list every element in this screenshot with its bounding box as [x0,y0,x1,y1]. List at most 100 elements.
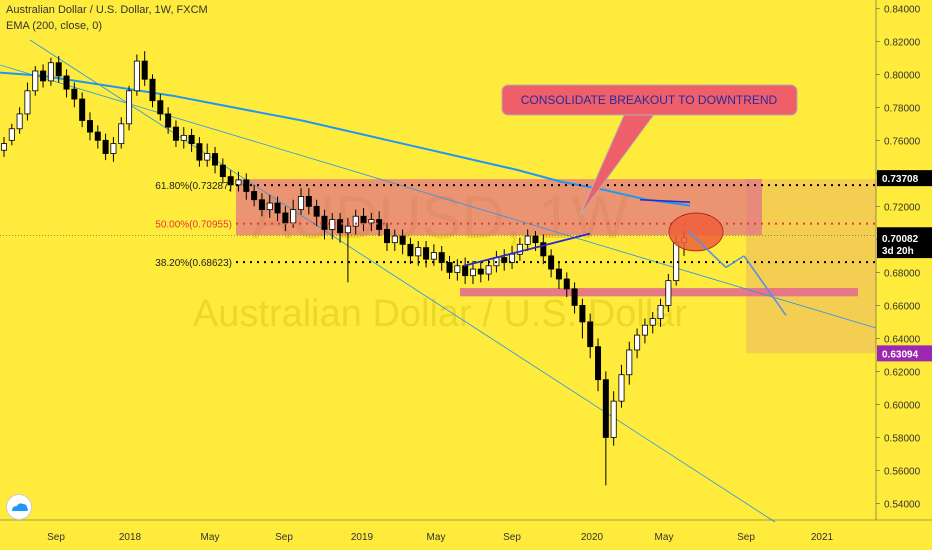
projection-arrow [743,255,787,316]
candle-body [665,280,672,306]
candle-body [227,176,234,186]
candle [227,170,234,192]
candle-body [258,199,265,211]
candle-body [383,229,390,244]
candle-body [94,131,101,141]
candle-body [8,128,15,141]
candle-body [196,143,203,161]
time-tick-label: 2020 [581,532,604,543]
candle [657,298,664,327]
candle-body [55,62,62,77]
candle-body [641,324,648,336]
candle-body [165,113,172,128]
fib-label: 61.80%(0.73287) [155,181,232,192]
candle-body [0,143,7,151]
price-tag-bg [877,170,932,187]
candle-body [626,349,633,376]
candle [540,234,547,265]
candle-body [313,205,320,217]
time-tick-label: 2018 [119,532,142,543]
candle-body [634,334,641,351]
candle-body [282,212,289,224]
fib-label: 50.00%(0.70955) [155,220,232,231]
candle [462,257,469,284]
indicator-label[interactable]: EMA (200, close, 0) [6,20,102,32]
price-tick-label: 0.56000 [884,466,921,477]
candle-body [360,215,367,224]
candle-body [540,242,547,257]
candle-body [555,268,562,280]
candle [407,237,414,265]
candle-body [610,400,617,438]
candle-body [204,153,211,161]
candle-body [446,262,453,273]
time-tick-label: May [201,532,220,543]
candle-body [602,379,609,438]
candle-body [587,321,594,348]
candle [251,184,258,207]
candle [196,137,203,167]
fib-label: 38.20%(0.68623) [155,258,232,269]
price-tag-bg [877,242,932,259]
candle-body [274,202,281,214]
candle-body [532,235,539,244]
candle [133,54,140,96]
candle [8,123,15,146]
candle [258,193,265,217]
candle-body [298,196,305,211]
candle [313,199,320,227]
candle [118,117,125,149]
candle [477,262,484,283]
candle-body [212,153,219,166]
candle [24,82,31,121]
candle [579,298,586,339]
candle [634,328,641,359]
tradingview-logo[interactable] [6,494,32,520]
candle-body [571,288,578,306]
candle-body [415,247,422,257]
candle [337,212,344,243]
candle-body [86,120,93,133]
price-tag: 0.63094 [882,349,919,360]
candle [555,262,562,289]
price-tag-bg [877,230,932,247]
price-tag-bg [877,345,932,362]
time-axis[interactable]: Sep 2018 May Sep 2019 May Sep 2020 May Sep 2021 [0,519,932,543]
drawn-line [639,198,691,204]
candle [649,312,656,334]
candle [344,217,351,283]
candle-body [235,179,242,186]
candle-body [337,219,344,234]
trendline-upper [0,64,877,329]
time-tick-label: Sep [275,532,293,543]
candle-body [430,252,437,260]
candle [298,188,305,215]
candle-body [118,123,125,145]
projection-box [746,179,876,354]
candle [383,222,390,251]
candle-body [649,318,656,326]
candle [641,318,648,344]
candle-body [462,265,469,277]
candle-body [172,126,179,141]
candle-body [454,265,461,273]
candle-body [32,70,39,92]
price-axis[interactable]: 0.840000.820000.800000.780000.760000.740… [875,0,932,520]
candle [79,92,86,128]
candle-body [110,143,117,154]
candle [0,137,7,157]
time-tick-label: May [655,532,674,543]
candle [165,107,172,134]
candle [149,74,156,108]
candle-body [126,90,133,125]
candle [188,128,195,152]
price-tick-label: 0.68000 [884,268,921,279]
candle [141,51,148,86]
price-tick-label: 0.80000 [884,70,921,81]
candle-body [180,134,187,141]
candle-body [423,247,430,260]
price-tag: 0.73708 [882,174,919,185]
candle-body [71,88,78,100]
